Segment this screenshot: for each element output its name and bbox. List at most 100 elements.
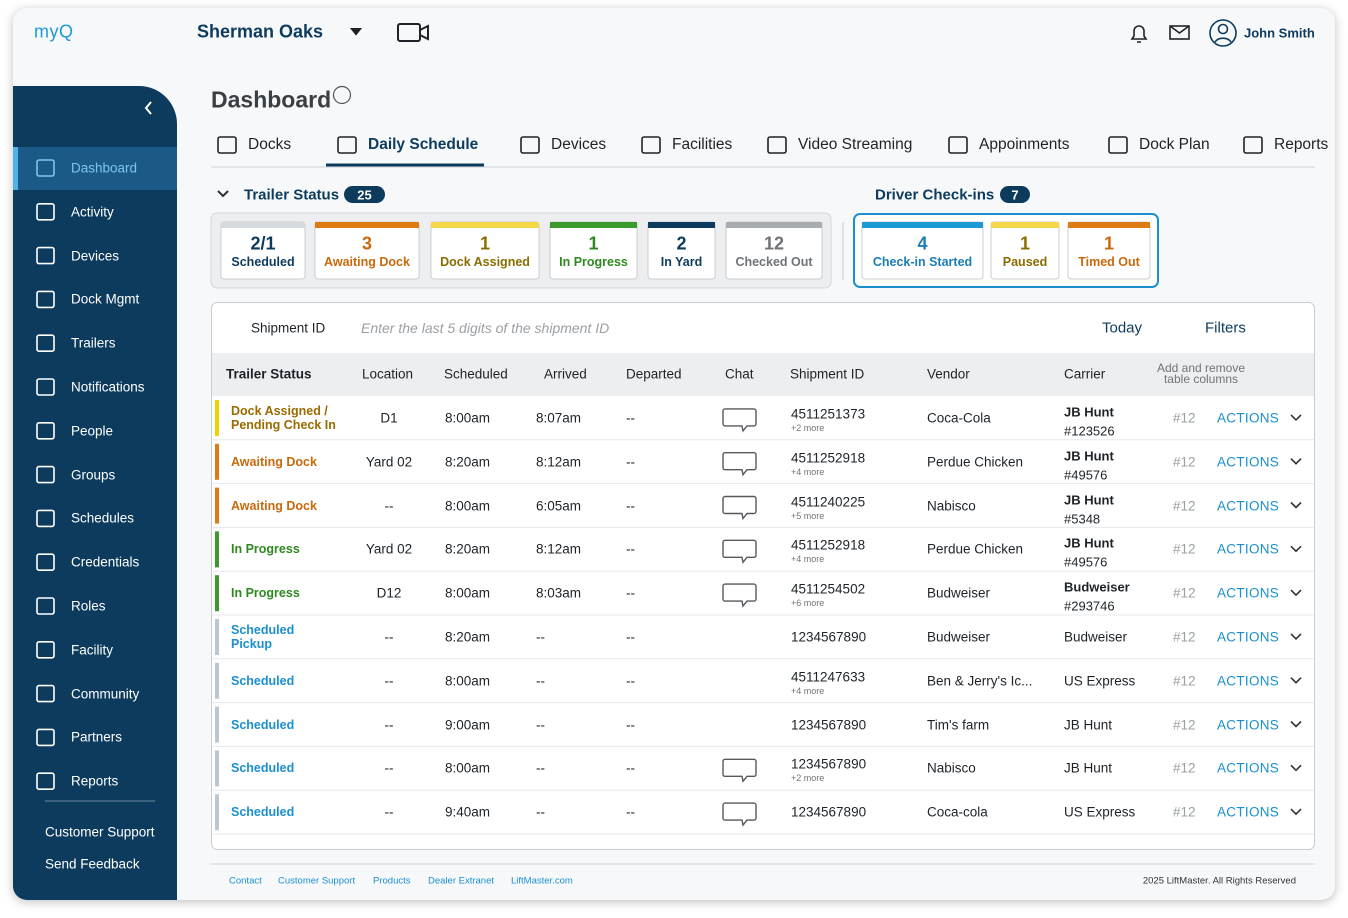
- chat-icon[interactable]: [722, 495, 757, 521]
- row-vendor: Nabisco: [927, 760, 976, 776]
- expand-row[interactable]: [1290, 808, 1302, 816]
- status-bar: [215, 750, 219, 787]
- chat-icon[interactable]: [722, 758, 757, 783]
- chat-icon[interactable]: [722, 583, 757, 608]
- row-scheduled: 8:00am: [445, 498, 491, 513]
- search-input[interactable]: Enter the last 5 digits of the shipment …: [361, 320, 610, 336]
- actions-button[interactable]: ACTIONS: [1217, 585, 1280, 601]
- expand-row[interactable]: [1290, 633, 1302, 641]
- tab[interactable]: Reports: [1274, 136, 1329, 153]
- status-bar: [215, 619, 219, 655]
- actions-button[interactable]: ACTIONS: [1217, 804, 1280, 820]
- caret[interactable]: [349, 28, 363, 36]
- sidebar-link[interactable]: Customer Support: [45, 824, 155, 840]
- status-card-bar: [991, 222, 1059, 228]
- actions-button[interactable]: ACTIONS: [1217, 760, 1280, 776]
- row-ref: #12: [1173, 673, 1196, 689]
- nav-item[interactable]: Facility: [71, 642, 114, 658]
- nav-item[interactable]: Dashboard: [71, 160, 138, 176]
- page-title: Dashboard: [211, 86, 332, 113]
- row-vendor: Perdue Chicken: [927, 454, 1024, 470]
- avatar[interactable]: [1209, 19, 1237, 47]
- status-bar: [215, 706, 219, 743]
- nav-item[interactable]: Schedules: [71, 510, 135, 526]
- actions-button[interactable]: ACTIONS: [1217, 454, 1280, 470]
- help-icon[interactable]: [332, 85, 352, 105]
- logo: myQ: [34, 21, 74, 42]
- row-status: Dock Assigned / Pending Check In: [231, 403, 336, 432]
- nav-item[interactable]: Groups: [71, 467, 116, 483]
- tab[interactable]: Video Streaming: [798, 136, 913, 153]
- expand-row[interactable]: [1290, 764, 1302, 772]
- bell-icon[interactable]: [1130, 25, 1148, 43]
- nav-item[interactable]: Devices: [71, 248, 120, 264]
- expand-row[interactable]: [1290, 545, 1302, 553]
- tab[interactable]: Facilities: [672, 136, 733, 153]
- footer-link[interactable]: Contact: [229, 875, 262, 887]
- mail-icon[interactable]: [1169, 25, 1190, 40]
- nav-item[interactable]: Community: [71, 686, 140, 702]
- footer-link[interactable]: Customer Support: [278, 875, 356, 887]
- column-settings[interactable]: Add and remove table columns: [1156, 361, 1246, 386]
- expand-row[interactable]: [1290, 589, 1302, 597]
- nav-item[interactable]: Activity: [71, 204, 114, 220]
- footer-link[interactable]: Dealer Extranet: [428, 875, 495, 887]
- sidebar-link[interactable]: Send Feedback: [45, 856, 140, 872]
- avatar-head: [1217, 23, 1229, 35]
- nav-item[interactable]: Partners: [71, 729, 123, 745]
- column-header[interactable]: Trailer Status: [226, 366, 312, 382]
- date-button[interactable]: Today: [1102, 319, 1143, 337]
- tab-icon: [1108, 136, 1128, 154]
- expand-row[interactable]: [1290, 677, 1302, 684]
- shipment-id: 4511254502: [791, 581, 866, 597]
- row-departed: --: [626, 541, 635, 557]
- expand-row[interactable]: [1290, 501, 1302, 509]
- actions-button[interactable]: ACTIONS: [1217, 717, 1280, 732]
- nav-item[interactable]: Reports: [71, 773, 119, 789]
- filters-button[interactable]: Filters: [1205, 319, 1246, 337]
- camera-icon[interactable]: [397, 23, 421, 42]
- tab[interactable]: Devices: [551, 136, 607, 153]
- shipment-id: 1234567890: [791, 717, 867, 732]
- nav-item[interactable]: Trailers: [71, 335, 116, 351]
- chat-icon[interactable]: [722, 408, 757, 433]
- actions-button[interactable]: ACTIONS: [1217, 541, 1280, 557]
- nav-item[interactable]: Credentials: [71, 554, 140, 570]
- actions-button[interactable]: ACTIONS: [1217, 498, 1280, 513]
- row-status: Scheduled: [231, 717, 295, 732]
- chat-icon[interactable]: [722, 802, 757, 827]
- user-name[interactable]: John Smith: [1244, 25, 1315, 41]
- location-selector[interactable]: Sherman Oaks: [197, 21, 324, 42]
- collapse-trailer-status[interactable]: [217, 190, 229, 198]
- actions-button[interactable]: ACTIONS: [1217, 410, 1280, 426]
- expand-row[interactable]: [1290, 720, 1302, 728]
- nav-item[interactable]: People: [71, 423, 114, 439]
- expand-row[interactable]: [1290, 414, 1302, 422]
- footer-link[interactable]: LiftMaster.com: [511, 875, 573, 887]
- tab[interactable]: Appoinments: [979, 136, 1070, 153]
- tab[interactable]: Daily Schedule: [368, 136, 479, 153]
- actions-button[interactable]: ACTIONS: [1217, 629, 1280, 645]
- collapse-button[interactable]: [144, 101, 152, 115]
- shipment-more: +5 more: [791, 510, 825, 521]
- row-carrier: JB Hunt: [1064, 535, 1114, 551]
- search-field-select[interactable]: Shipment ID: [251, 320, 326, 336]
- nav-item[interactable]: Dock Mgmt: [71, 291, 140, 307]
- tab-icon: [767, 136, 787, 154]
- nav-item[interactable]: Notifications: [71, 379, 145, 395]
- row-carrier: JB Hunt: [1064, 760, 1113, 776]
- shipment-id: 4511252918: [791, 450, 866, 466]
- nav-item[interactable]: Roles: [71, 598, 106, 614]
- status-card-bar: [648, 222, 715, 228]
- expand-row[interactable]: [1290, 458, 1302, 465]
- card-value: 1: [588, 233, 599, 254]
- tab[interactable]: Dock Plan: [1139, 136, 1210, 153]
- actions-button[interactable]: ACTIONS: [1217, 673, 1280, 689]
- chat-icon[interactable]: [722, 452, 757, 477]
- footer-link[interactable]: Products: [373, 875, 411, 887]
- row-arrived: --: [536, 804, 545, 820]
- count: 25: [357, 187, 372, 203]
- chat-icon[interactable]: [722, 539, 757, 564]
- tab[interactable]: Docks: [248, 136, 292, 153]
